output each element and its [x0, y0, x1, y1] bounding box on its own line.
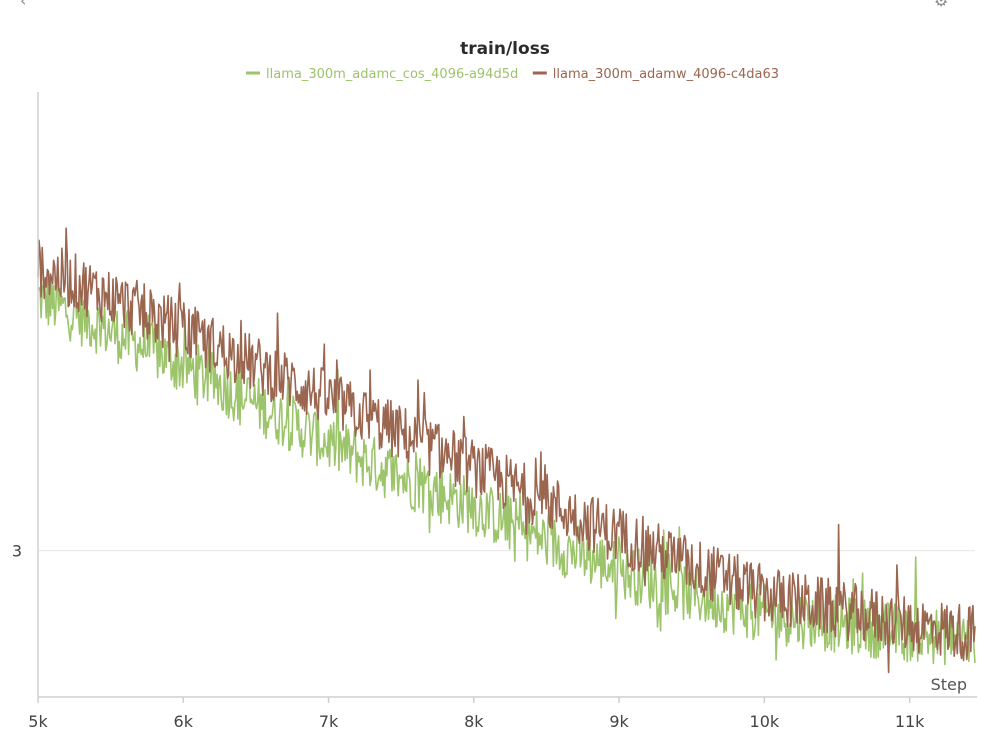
x-tick-label-3: 8k [464, 712, 484, 731]
series-layer [37, 227, 976, 674]
gear-icon[interactable]: ⚙ [934, 0, 948, 10]
legend: llama_300m_adamc_cos_4096-a94d5d llama_30… [246, 67, 779, 82]
x-tick-label-0: 5k [28, 712, 48, 731]
chevron-left-icon[interactable]: ‹ [20, 0, 26, 10]
x-ticks: 5k 6k 7k 8k 9k 10k 11k [28, 697, 925, 731]
x-axis-label: Step [931, 675, 967, 694]
x-tick-label-6: 11k [895, 712, 925, 731]
series-line-1 [37, 227, 976, 674]
y-ticks: 3 [12, 542, 22, 561]
x-tick-label-2: 7k [319, 712, 339, 731]
chart-title: train/loss [460, 39, 550, 59]
legend-label-1[interactable]: llama_300m_adamw_4096-c4da63 [553, 67, 779, 82]
x-tick-label-1: 6k [174, 712, 194, 731]
x-tick-label-4: 9k [609, 712, 629, 731]
y-tick-label-0: 3 [12, 542, 22, 561]
legend-label-0[interactable]: llama_300m_adamc_cos_4096-a94d5d [266, 67, 518, 82]
x-tick-label-5: 10k [750, 712, 780, 731]
